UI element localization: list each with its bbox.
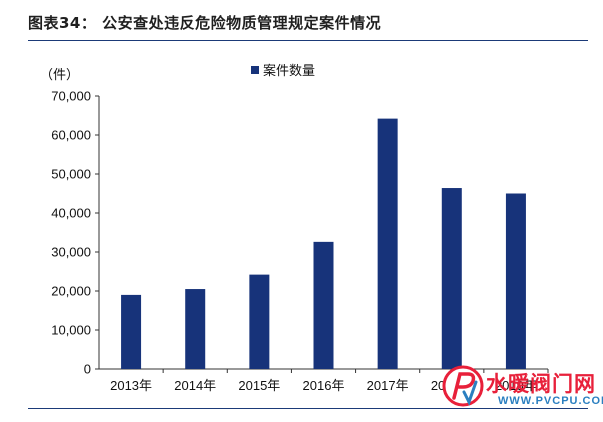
y-tick-label: 10,000 bbox=[51, 323, 91, 338]
watermark-text: 水暖阀门网 bbox=[486, 372, 596, 396]
bar-2016年 bbox=[313, 241, 334, 369]
bar-2019年 bbox=[505, 193, 526, 369]
bar-2014年 bbox=[185, 289, 206, 369]
x-tick-label: 2016年 bbox=[303, 378, 345, 393]
figure-title: 图表34： 公安查处违反危险物质管理规定案件情况 bbox=[28, 14, 382, 32]
bar-2013年 bbox=[121, 294, 142, 369]
y-unit-label: （件） bbox=[40, 68, 79, 83]
x-tick-label: 2019年 bbox=[495, 378, 537, 393]
bars bbox=[121, 118, 526, 370]
bar-2017年 bbox=[377, 118, 398, 370]
watermark-url: WWW.PVCPU.COM bbox=[498, 395, 603, 407]
y-tick-label: 70,000 bbox=[51, 89, 91, 104]
y-tick-label: 60,000 bbox=[51, 128, 91, 143]
legend: 案件数量 bbox=[251, 64, 315, 79]
y-tick-label: 0 bbox=[84, 362, 91, 377]
x-tick-label: 2017年 bbox=[367, 378, 409, 393]
title-rule bbox=[28, 40, 588, 41]
y-tick-labels: 0 10,000 20,000 30,000 40,000 50,000 60,000 70,… bbox=[51, 89, 91, 377]
legend-label: 案件数量 bbox=[263, 64, 315, 79]
y-tick-label: 40,000 bbox=[51, 206, 91, 221]
x-tick-label: 2015年 bbox=[238, 378, 280, 393]
bottom-rule bbox=[28, 408, 588, 409]
x-tick-label: 2013年 bbox=[110, 378, 152, 393]
bar-2015年 bbox=[249, 274, 270, 369]
legend-swatch bbox=[251, 66, 259, 74]
x-tick-label: 2014年 bbox=[174, 378, 216, 393]
watermark: 水暖阀门网 WWW.PVCPU.COM bbox=[442, 362, 603, 420]
y-tick-label: 30,000 bbox=[51, 245, 91, 260]
pv-logo-icon bbox=[442, 365, 484, 407]
y-tick-label: 50,000 bbox=[51, 167, 91, 182]
bar-2018年 bbox=[441, 188, 462, 369]
y-tick-label: 20,000 bbox=[51, 284, 91, 299]
